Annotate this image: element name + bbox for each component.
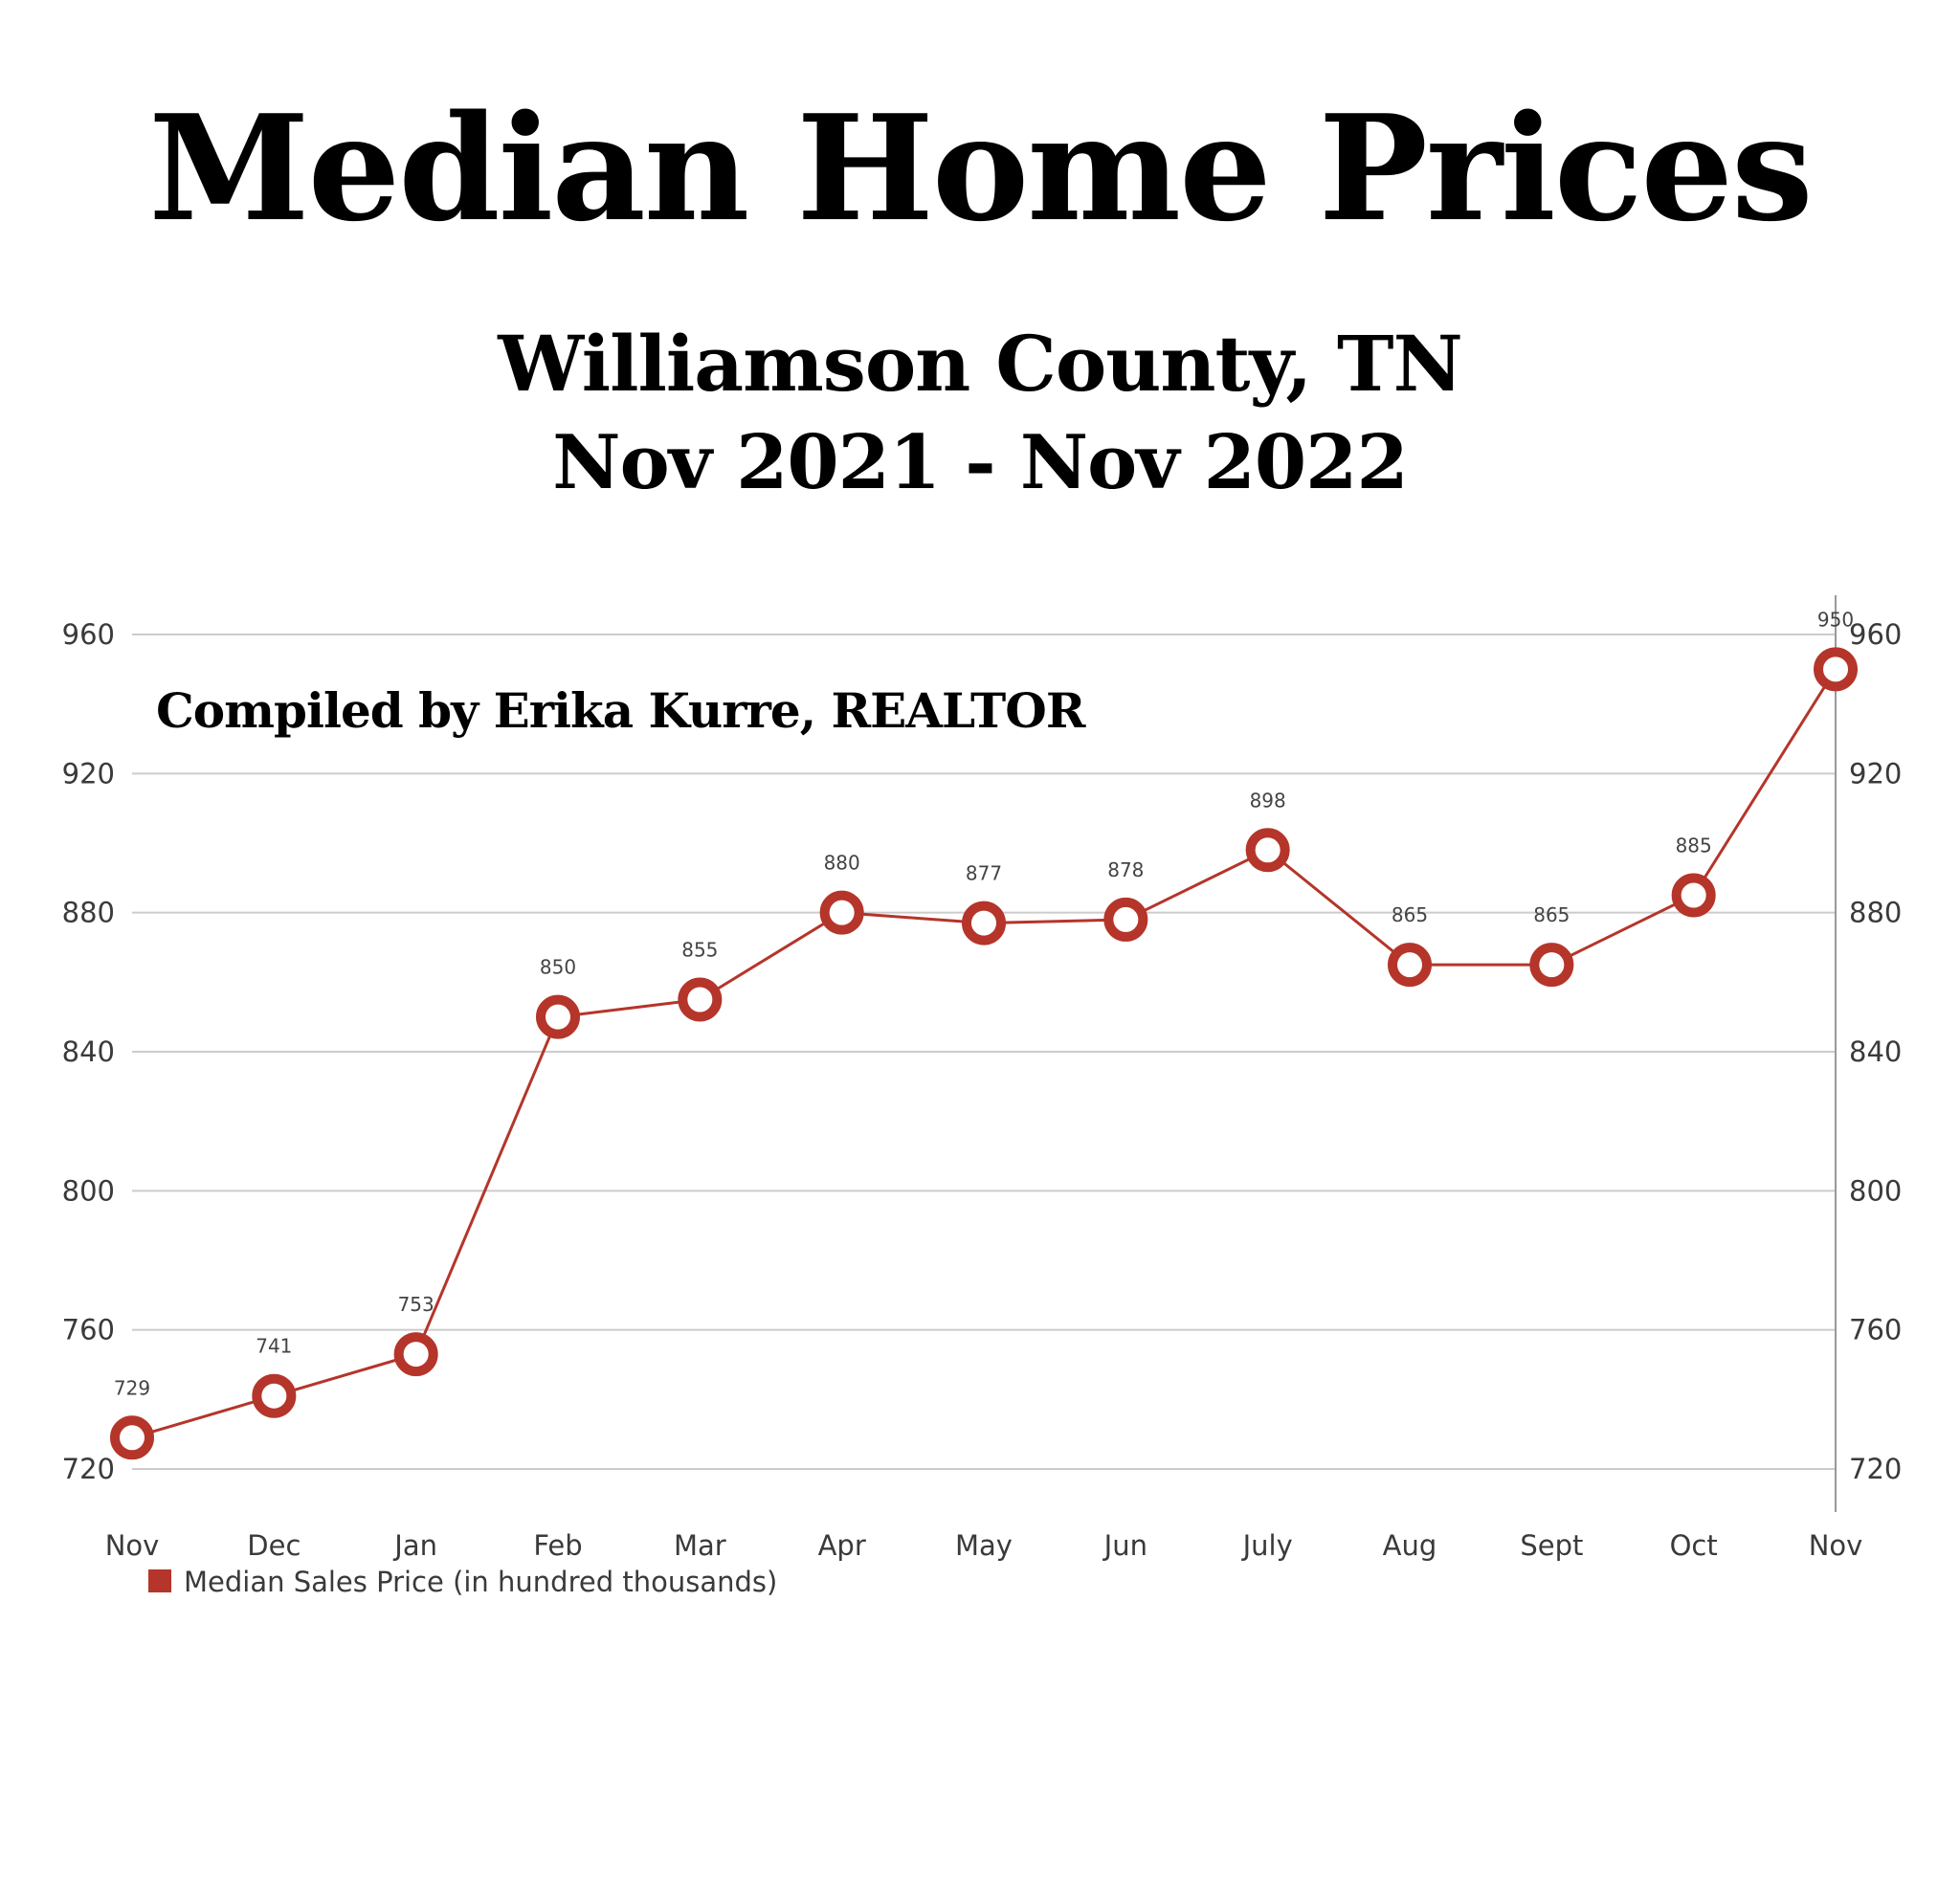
data-label-0: 729 xyxy=(114,1376,150,1399)
y-tick-left-760: 760 xyxy=(62,1314,115,1346)
chart-date-range: Nov 2021 - Nov 2022 xyxy=(552,419,1408,506)
data-point-1 xyxy=(252,1373,297,1418)
x-tick-11: Oct xyxy=(1670,1529,1718,1562)
data-labels: 729 741 753 850 855 880 877 878 898 865 865 885 950 xyxy=(114,608,1854,1399)
y-tick-right-960: 960 xyxy=(1849,618,1902,651)
data-point-11 xyxy=(1671,873,1716,918)
data-point-10 xyxy=(1529,943,1574,988)
data-point-4 xyxy=(678,977,723,1022)
series-line-group xyxy=(131,668,1838,1439)
y-tick-left-880: 880 xyxy=(62,897,115,929)
data-point-0 xyxy=(110,1415,154,1460)
chart-subtitle: Williamson County, TN xyxy=(498,319,1462,409)
series-line-0 xyxy=(131,668,1838,1439)
data-point-7 xyxy=(1103,897,1148,942)
x-tick-2: Jan xyxy=(392,1529,437,1562)
x-tick-7: Jun xyxy=(1102,1529,1147,1562)
data-point-12 xyxy=(1814,647,1858,692)
y-tick-right-720: 720 xyxy=(1849,1453,1902,1485)
legend-swatch-icon xyxy=(148,1569,171,1592)
data-label-4: 855 xyxy=(681,939,718,962)
compiled-by-annotation: Compiled by Erika Kurre, REALTOR xyxy=(156,682,1086,739)
data-point-9 xyxy=(1388,943,1432,988)
page-title: Median Home Prices xyxy=(148,82,1813,254)
y-tick-left-720: 720 xyxy=(62,1453,115,1485)
grid-lines xyxy=(132,634,1836,1470)
data-label-7: 878 xyxy=(1107,858,1144,881)
x-tick-0: Nov xyxy=(105,1529,160,1562)
y-tick-left-920: 920 xyxy=(62,757,115,790)
legend-label: Median Sales Price (in hundred thousands… xyxy=(184,1566,777,1598)
data-point-6 xyxy=(962,901,1006,946)
y-tick-right-920: 920 xyxy=(1849,757,1902,790)
x-tick-6: May xyxy=(955,1529,1013,1562)
data-label-11: 885 xyxy=(1676,834,1712,857)
data-label-8: 898 xyxy=(1250,789,1286,812)
data-label-3: 850 xyxy=(540,956,576,979)
x-tick-9: Aug xyxy=(1383,1529,1437,1562)
y-tick-right-760: 760 xyxy=(1849,1314,1902,1346)
data-label-2: 753 xyxy=(398,1293,434,1316)
chart-legend: Median Sales Price (in hundred thousands… xyxy=(148,1566,777,1598)
data-point-3 xyxy=(536,994,580,1039)
x-tick-5: Apr xyxy=(818,1529,866,1562)
data-label-9: 865 xyxy=(1392,903,1428,926)
data-label-12: 950 xyxy=(1817,608,1854,631)
y-tick-right-800: 800 xyxy=(1849,1174,1902,1207)
y-tick-right-880: 880 xyxy=(1849,897,1902,929)
data-label-5: 880 xyxy=(824,852,860,875)
data-point-8 xyxy=(1245,828,1290,873)
x-tick-4: Mar xyxy=(674,1529,726,1562)
x-tick-3: Feb xyxy=(533,1529,582,1562)
x-tick-8: July xyxy=(1241,1529,1293,1562)
y-tick-right-840: 840 xyxy=(1849,1035,1902,1068)
y-tick-left-960: 960 xyxy=(62,618,115,651)
y-tick-left-840: 840 xyxy=(62,1035,115,1068)
data-label-10: 865 xyxy=(1533,903,1570,926)
data-label-1: 741 xyxy=(256,1335,292,1358)
x-tick-1: Dec xyxy=(247,1529,301,1562)
y-tick-left-800: 800 xyxy=(62,1174,115,1207)
data-point-5 xyxy=(819,890,864,935)
data-point-2 xyxy=(393,1332,438,1377)
data-label-6: 877 xyxy=(966,862,1002,885)
x-tick-12: Nov xyxy=(1809,1529,1863,1562)
series-markers xyxy=(110,647,1858,1460)
x-tick-10: Sept xyxy=(1520,1529,1583,1562)
